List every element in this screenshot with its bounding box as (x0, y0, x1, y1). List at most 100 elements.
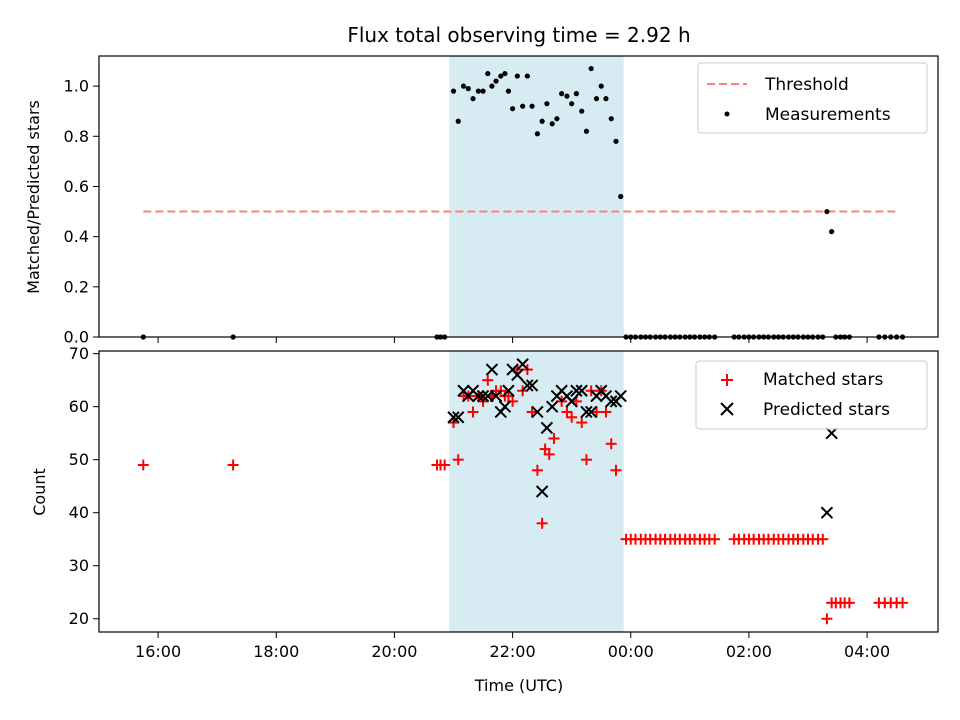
measurement-point (489, 83, 495, 89)
measurement-point (549, 121, 555, 127)
matched-point (821, 613, 833, 625)
measurement-point (450, 88, 457, 94)
matched-point (843, 597, 855, 609)
legend-bottom: Matched stars Predicted stars (695, 360, 928, 430)
predicted-point (485, 363, 499, 376)
measurement-point (485, 70, 491, 77)
measurements-points (140, 65, 906, 340)
measurement-point (554, 116, 560, 122)
measurement-point (603, 96, 609, 102)
matched-point (467, 406, 479, 418)
legend-top: Threshold Measurements (697, 62, 928, 134)
count-points (137, 358, 909, 625)
y-tick-label: 0.6 (64, 177, 89, 196)
plot-frame (98, 350, 939, 633)
y-tick-label: 30 (69, 556, 89, 575)
matched-point (566, 411, 578, 423)
matched-point (482, 374, 494, 386)
y-axis-ticks: 20 30 40 50 60 70 (69, 344, 99, 628)
predicted-point (820, 506, 834, 519)
measurement-point (573, 91, 580, 97)
y-tick-label: 0.2 (64, 277, 89, 296)
y-tick-label: 50 (69, 450, 89, 469)
measurement-point (579, 108, 585, 114)
legend-predicted-label: Predicted stars (763, 400, 890, 420)
matched-point (600, 406, 612, 418)
measurement-point (564, 93, 570, 99)
y-tick-label: 20 (69, 609, 89, 628)
matched-point (709, 533, 721, 545)
x-axis-ticks (157, 337, 868, 343)
y-axis-label: Count (30, 468, 49, 516)
matched-point (897, 597, 909, 609)
x-tick-label: 04:00 (844, 642, 890, 661)
measurement-point (475, 88, 481, 94)
matched-point (576, 417, 588, 429)
predicted-point (476, 389, 490, 403)
y-tick-label: 40 (69, 503, 89, 522)
predicted-point (521, 379, 534, 392)
predicted-point (584, 405, 598, 419)
y-axis-label: Matched/Predicted stars (24, 100, 43, 294)
predicted-point (575, 384, 588, 397)
predicted-point (605, 395, 618, 408)
measurement-point (583, 128, 590, 134)
predicted-point (489, 389, 503, 403)
measurement-point (608, 116, 614, 122)
y-axis-ticks: 0.0 0.2 0.4 0.6 0.8 1.0 (64, 77, 99, 347)
measurement-point (539, 118, 545, 124)
predicted-point (452, 411, 465, 424)
x-tick-label: 00:00 (608, 642, 654, 661)
x-tick-label: 16:00 (135, 642, 181, 661)
legend-threshold-label: Threshold (764, 75, 849, 95)
y-tick-label: 0.0 (64, 328, 89, 347)
matched-point (590, 406, 602, 418)
legend-frame (695, 360, 928, 430)
legend-matched-label: Matched stars (763, 370, 883, 390)
predicted-point (565, 395, 578, 408)
measurement-point (505, 88, 512, 94)
predicted-point (498, 400, 512, 413)
predicted-point (472, 389, 485, 403)
measurement-point (455, 118, 461, 124)
measurement-point (613, 138, 619, 144)
measurement-point (598, 83, 604, 89)
measurement-point (480, 88, 486, 94)
matched-point (817, 533, 829, 545)
x-axis-ticks: 16:00 18:00 20:00 22:00 00:00 02:00 04:00 (135, 632, 890, 661)
measurement-point (544, 101, 550, 107)
x-tick-label: 02:00 (726, 642, 772, 661)
legend-predicted-swatch (720, 402, 734, 416)
measurement-point (534, 131, 541, 137)
x-tick-label: 22:00 (490, 642, 536, 661)
predicted-point (545, 400, 559, 413)
predicted-point (502, 384, 515, 397)
y-tick-label: 0.4 (64, 227, 89, 246)
predicted-point (516, 358, 529, 371)
legend-measurements-label: Measurements (765, 105, 891, 125)
matched-point (561, 406, 573, 418)
matched-point (610, 464, 622, 476)
predicted-point (447, 411, 460, 424)
measurement-point (529, 103, 535, 109)
x-axis-label: Time (UTC) (474, 676, 563, 695)
legend-frame (697, 62, 928, 134)
predicted-point (525, 379, 539, 392)
y-tick-label: 1.0 (64, 77, 89, 96)
measurement-point (588, 65, 594, 72)
y-tick-label: 0.8 (64, 127, 89, 146)
chart-title: Flux total observing time = 2.92 h (347, 23, 690, 47)
x-tick-label: 20:00 (371, 642, 417, 661)
matched-point (137, 459, 149, 471)
measurement-point (509, 106, 516, 112)
matched-point (580, 454, 592, 466)
y-tick-label: 60 (69, 397, 89, 416)
matched-point (531, 464, 543, 476)
measurement-point (520, 103, 526, 109)
measurement-point (524, 73, 530, 79)
measurement-point (569, 101, 575, 107)
predicted-point (540, 421, 554, 435)
plot-frame (98, 55, 939, 338)
measurement-point (470, 96, 476, 102)
